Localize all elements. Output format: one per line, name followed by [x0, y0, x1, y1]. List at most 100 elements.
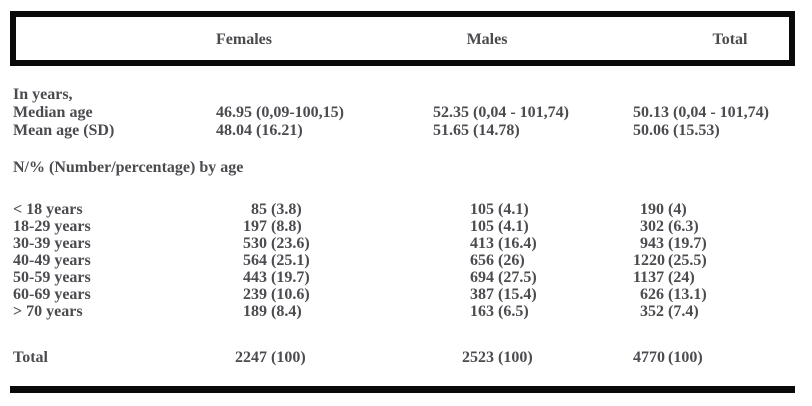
cell-total: 4770 (100) — [633, 349, 703, 366]
cell-females: 239 (10.6) — [216, 286, 310, 303]
row-label: In years, — [13, 86, 73, 103]
percent-value: (26) — [498, 252, 525, 269]
table-row-age-40-49: 40-49 years 564 (25.1) 656 (26) 1220 (25.5) — [0, 252, 812, 269]
row-label: 30-39 years — [13, 235, 91, 252]
percent-value: (3.8) — [271, 201, 302, 218]
percent-value: (4) — [668, 201, 687, 218]
count-value: 2523 — [462, 349, 494, 366]
count-value: 530 — [243, 235, 267, 252]
percent-value: (7.4) — [668, 303, 699, 320]
row-label: Median age — [13, 104, 93, 121]
cell-females: 564 (25.1) — [216, 252, 310, 269]
count-value: 190 — [640, 201, 664, 218]
cell-males: 105 (4.1) — [433, 218, 529, 235]
cell-females: 2247 (100) — [216, 349, 306, 366]
count-value: 105 — [470, 218, 494, 235]
count-value: 413 — [470, 235, 494, 252]
table-row-median-age: Median age 46.95 (0,09-100,15) 52.35 (0,… — [0, 104, 812, 121]
percent-value: (8.8) — [271, 218, 302, 235]
percent-value: (13.1) — [668, 286, 707, 303]
percent-value: (25.5) — [668, 252, 707, 269]
percent-value: (4.1) — [498, 201, 529, 218]
cell-total: 302 (6.3) — [633, 218, 699, 235]
table-section-header: N/% (Number/percentage) by age — [0, 159, 812, 176]
table-row-age-60-69: 60-69 years 239 (10.6) 387 (15.4) 626 (13.1… — [0, 286, 812, 303]
table-row-age-lt18: < 18 years 85 (3.8) 105 (4.1) 190 (4) — [0, 201, 812, 218]
cell-total: 190 (4) — [633, 201, 687, 218]
cell-total: 352 (7.4) — [633, 303, 699, 320]
cell-total: 943 (19.7) — [633, 235, 707, 252]
cell-total: 1137 (24) — [633, 269, 695, 286]
cell-males: 163 (6.5) — [433, 303, 529, 320]
count-value: 352 — [640, 303, 664, 320]
cell-total: 1220 (25.5) — [633, 252, 707, 269]
cell-males: 656 (26) — [433, 252, 525, 269]
count-value: 189 — [243, 303, 267, 320]
percent-value: (8.4) — [271, 303, 302, 320]
cell-females: 46.95 (0,09-100,15) — [216, 104, 344, 121]
row-label: Mean age (SD) — [13, 122, 115, 139]
percent-value: (100) — [271, 349, 306, 366]
row-label: 60-69 years — [13, 286, 91, 303]
cell-females: 530 (23.6) — [216, 235, 310, 252]
row-label: Total — [13, 349, 48, 366]
count-value: 239 — [243, 286, 267, 303]
percent-value: (4.1) — [498, 218, 529, 235]
cell-males: 413 (16.4) — [433, 235, 537, 252]
count-value: 1220 — [633, 252, 665, 269]
count-value: 163 — [470, 303, 494, 320]
table-row-age-50-59: 50-59 years 443 (19.7) 694 (27.5) 1137 (24) — [0, 269, 812, 286]
column-header-males: Males — [466, 31, 508, 48]
bottom-border-line — [10, 386, 795, 393]
cell-total: 626 (13.1) — [633, 286, 707, 303]
count-value: 694 — [470, 269, 494, 286]
cell-females: 197 (8.8) — [216, 218, 302, 235]
row-label: < 18 years — [13, 201, 83, 218]
percent-value: (16.4) — [498, 235, 537, 252]
table-header-box — [10, 11, 795, 66]
section-label: N/% (Number/percentage) by age — [13, 159, 244, 176]
cell-males: 52.35 (0,04 - 101,74) — [433, 104, 569, 121]
percent-value: (25.1) — [271, 252, 310, 269]
row-label: > 70 years — [13, 303, 83, 320]
cell-total: 50.13 (0,04 - 101,74) — [633, 104, 769, 121]
percent-value: (10.6) — [271, 286, 310, 303]
row-label: 50-59 years — [13, 269, 91, 286]
percent-value: (23.6) — [271, 235, 310, 252]
count-value: 197 — [243, 218, 267, 235]
count-value: 564 — [243, 252, 267, 269]
table-row-age-gt70: > 70 years 189 (8.4) 163 (6.5) 352 (7.4) — [0, 303, 812, 320]
cell-females: 85 (3.8) — [216, 201, 302, 218]
count-value: 2247 — [235, 349, 267, 366]
row-label: 40-49 years — [13, 252, 91, 269]
cell-females: 189 (8.4) — [216, 303, 302, 320]
row-label: 18-29 years — [13, 218, 91, 235]
count-value: 943 — [640, 235, 664, 252]
count-value: 4770 — [633, 349, 665, 366]
count-value: 387 — [470, 286, 494, 303]
cell-males: 105 (4.1) — [433, 201, 529, 218]
percent-value: (19.7) — [668, 235, 707, 252]
count-value: 1137 — [633, 269, 665, 286]
count-value: 302 — [640, 218, 664, 235]
table-row-mean-age: Mean age (SD) 48.04 (16.21) 51.65 (14.78… — [0, 122, 812, 139]
count-value: 85 — [251, 201, 267, 218]
column-header-total: Total — [712, 31, 748, 48]
count-value: 105 — [470, 201, 494, 218]
percent-value: (24) — [668, 269, 695, 286]
percent-value: (100) — [668, 349, 703, 366]
percent-value: (6.3) — [668, 218, 699, 235]
count-value: 443 — [243, 269, 267, 286]
percent-value: (19.7) — [271, 269, 310, 286]
cell-males: 694 (27.5) — [433, 269, 537, 286]
cell-females: 48.04 (16.21) — [216, 122, 303, 139]
cell-males: 2523 (100) — [433, 349, 533, 366]
column-header-females: Females — [216, 31, 272, 48]
cell-total: 50.06 (15.53) — [633, 122, 720, 139]
percent-value: (27.5) — [498, 269, 537, 286]
table-row-in-years: In years, — [0, 86, 812, 103]
percent-value: (6.5) — [498, 303, 529, 320]
table-row-total: Total 2247 (100) 2523 (100) 4770 (100) — [0, 349, 812, 366]
cell-males: 51.65 (14.78) — [433, 122, 520, 139]
